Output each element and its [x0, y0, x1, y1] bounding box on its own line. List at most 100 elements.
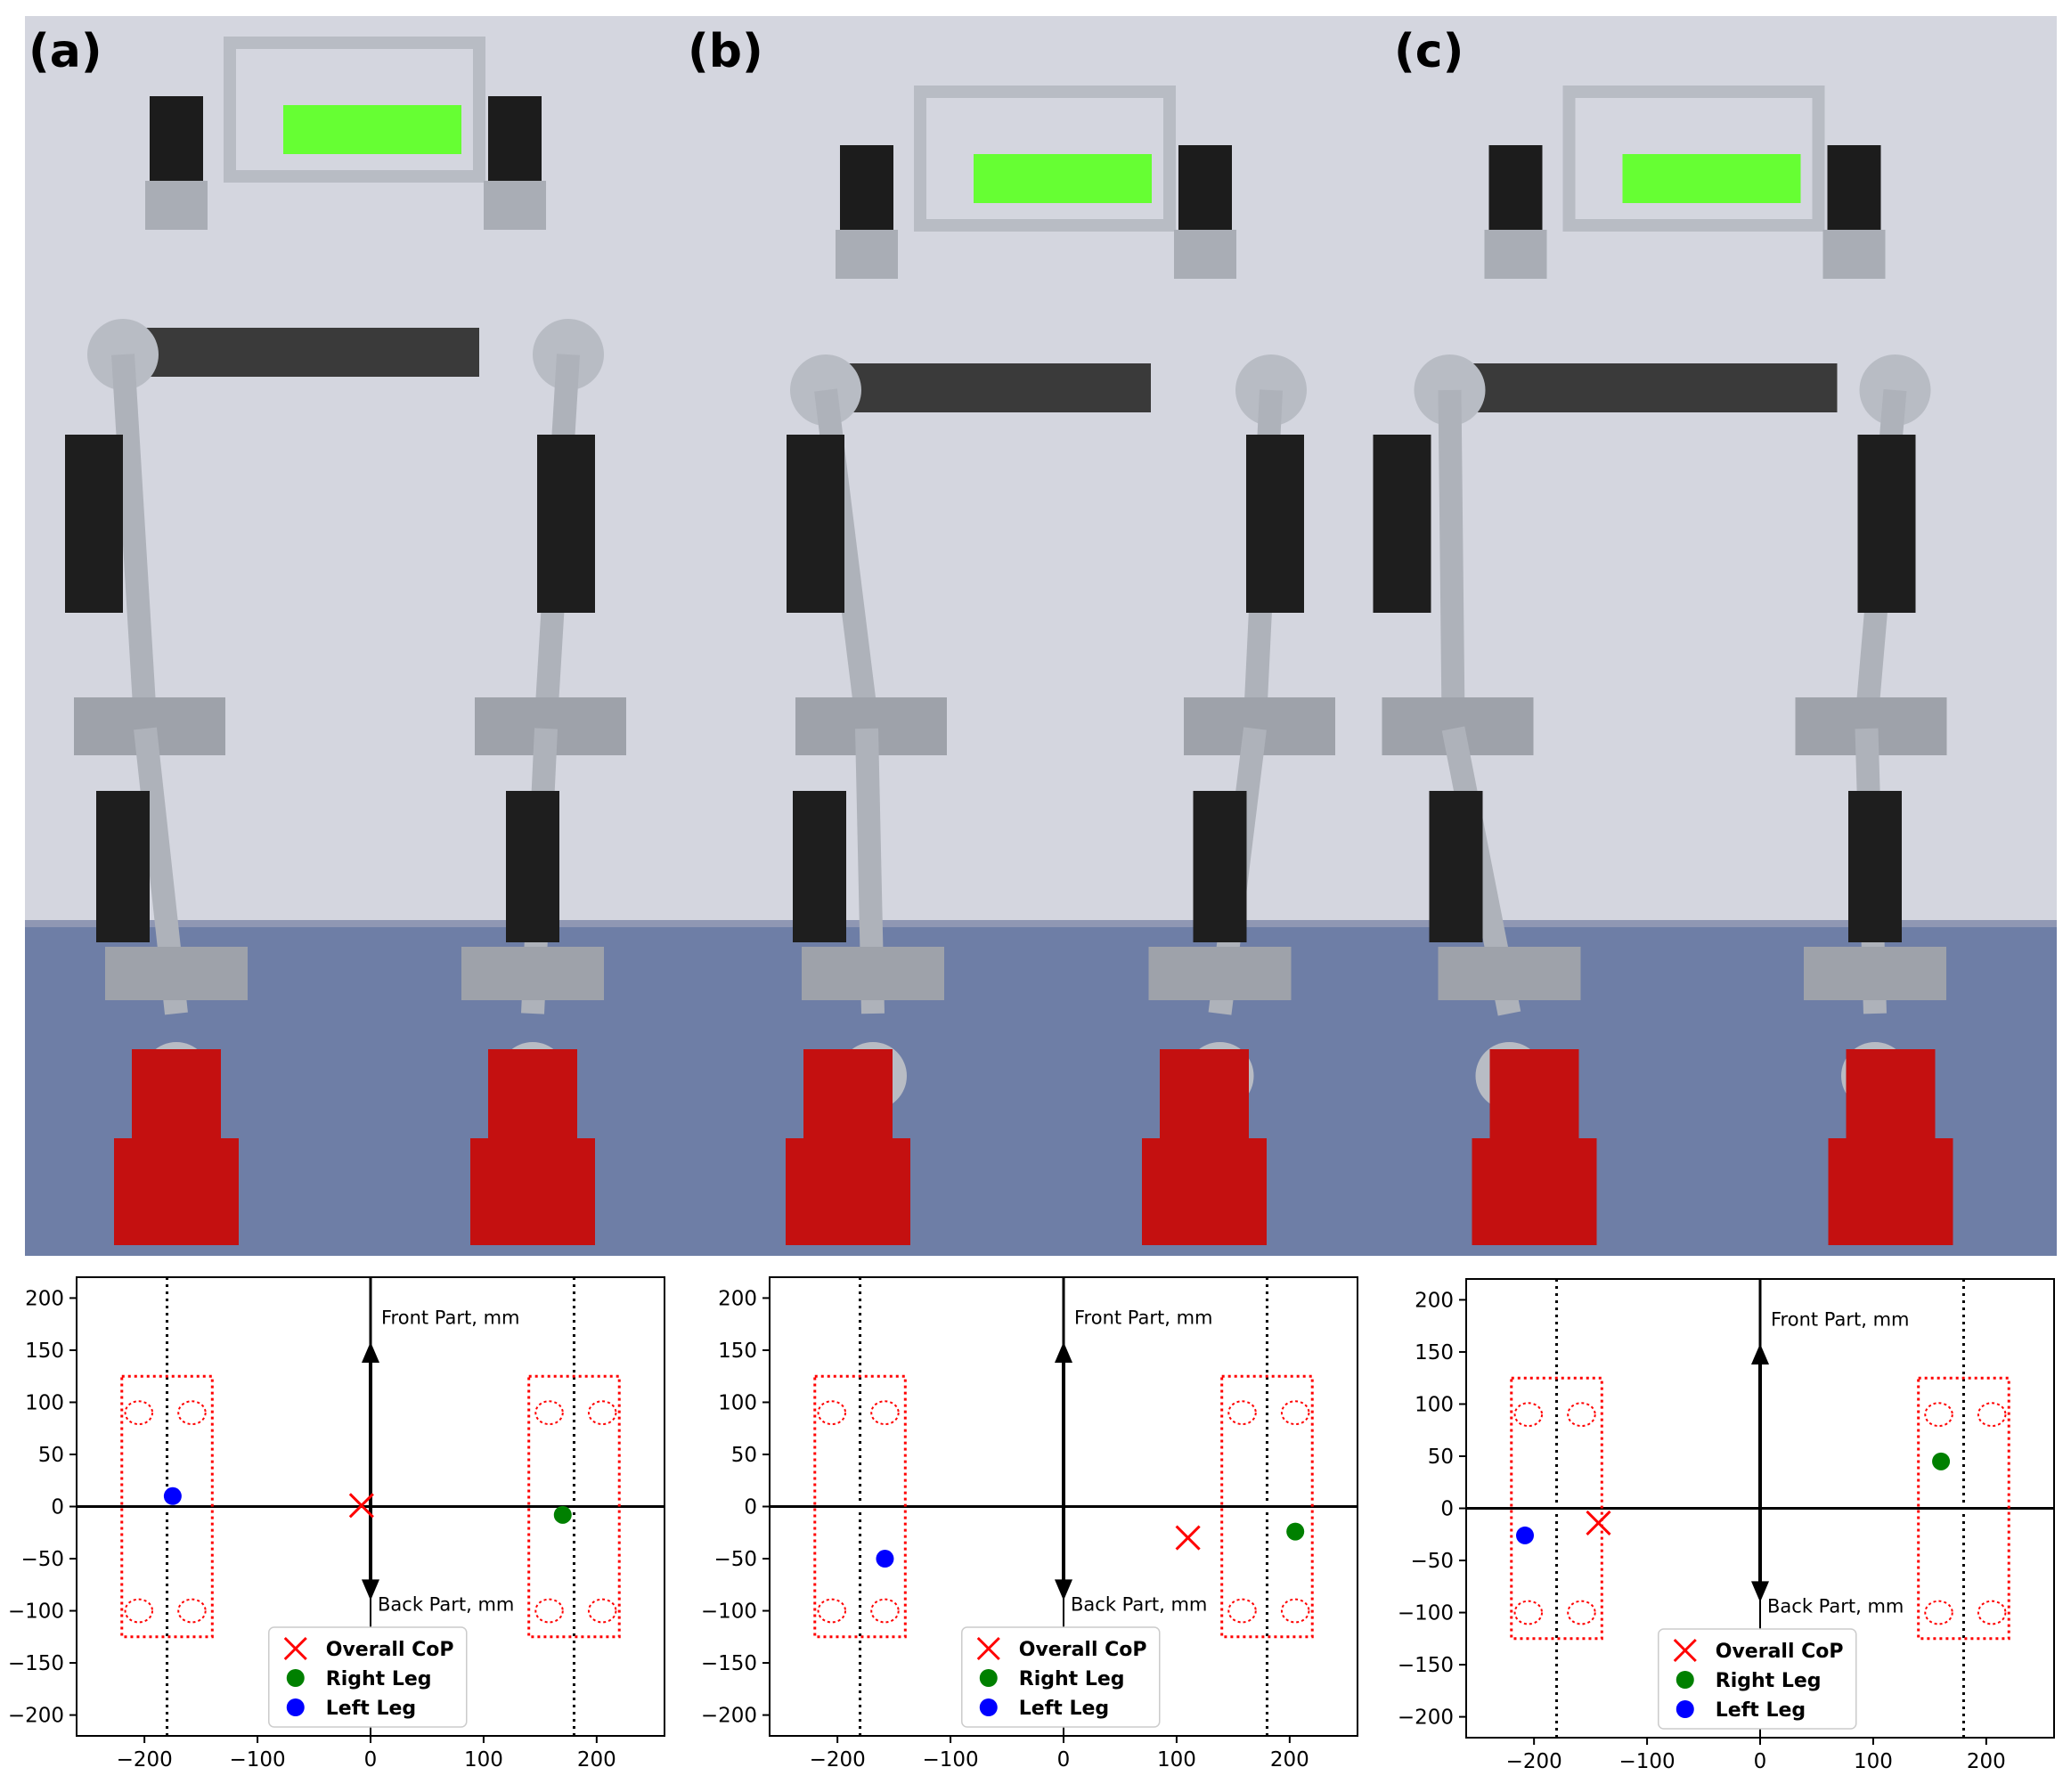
y-tick-label: 0: [1440, 1498, 1454, 1521]
front-part-label: Front Part, mm: [1771, 1309, 1910, 1331]
legend-cop-marker: [283, 1636, 307, 1661]
y-tick-label: −150: [8, 1652, 64, 1675]
panel-label-c: (c): [1394, 25, 1464, 78]
x-tick-label: −100: [1618, 1750, 1675, 1773]
y-tick-label: −100: [1398, 1602, 1454, 1625]
legend-right-label: Right Leg: [1019, 1668, 1125, 1690]
back-part-label: Back Part, mm: [1767, 1596, 1904, 1617]
legend-left-marker: [979, 1698, 998, 1716]
y-tick-label: −50: [20, 1548, 64, 1571]
legend-right-marker: [1676, 1671, 1694, 1689]
foot-outline: [1220, 1374, 1314, 1639]
legend-left-marker: [1676, 1700, 1694, 1718]
legend-box: [961, 1626, 1161, 1728]
hip-actuator: [1605, 363, 1838, 412]
y-tick-label: 150: [1415, 1341, 1454, 1364]
cop-stroke: [348, 1493, 374, 1519]
foot-sole: [786, 1138, 910, 1245]
hip-motor: [150, 96, 203, 181]
foot-outline: [813, 1374, 907, 1639]
foot-sole: [114, 1138, 239, 1245]
foot-sole: [470, 1138, 595, 1245]
x-tick-label: 200: [1967, 1750, 2006, 1773]
front-part-label: Front Part, mm: [1074, 1307, 1213, 1329]
shank-driver: [1193, 791, 1247, 942]
x-tick-label: 0: [1754, 1750, 1767, 1773]
cop-stroke: [1673, 1638, 1697, 1663]
shank-driver: [1429, 791, 1483, 942]
motor-driver: [537, 435, 595, 613]
x-tick-label: −200: [117, 1748, 173, 1772]
y-tick-label: −50: [713, 1548, 757, 1571]
legend-right-marker: [286, 1669, 305, 1687]
back-part-label: Back Part, mm: [378, 1594, 514, 1616]
left-leg-point: [1516, 1526, 1534, 1544]
battery-pack: [974, 154, 1152, 203]
x-tick-label: 0: [1057, 1748, 1071, 1772]
hip-motor: [1488, 145, 1543, 230]
thigh-link: [111, 354, 157, 721]
y-tick-label: 0: [744, 1496, 757, 1519]
photo-panel-b: [684, 16, 1368, 1256]
foot-outline: [120, 1374, 214, 1639]
ankle-actuator: [1804, 947, 1946, 1000]
cop-chart-c: −200 −100 0 100 200 −200 −150 −100 −50 0 50 100 150 2…: [1398, 1278, 2055, 1773]
cop-chart-a: −200 −100 0 100 200 −200 −150 −100 −50 0 50 100 150 2…: [8, 1276, 665, 1772]
foot-sole: [1142, 1138, 1267, 1245]
cop-stroke: [1586, 1510, 1611, 1535]
y-tick-label: 100: [1415, 1393, 1454, 1416]
panel-label-b: (b): [688, 25, 763, 78]
y-tick-label: 200: [25, 1287, 64, 1310]
shank-driver: [506, 791, 559, 942]
front-arrowhead: [1751, 1343, 1769, 1364]
hip-actuator: [919, 363, 1151, 412]
legend-cop-marker: [976, 1636, 1000, 1661]
hip-gearbox: [1484, 230, 1547, 279]
robot-photo-c: [1368, 16, 2057, 1256]
floor-edge: [25, 920, 684, 927]
x-tick-label: 200: [1270, 1748, 1309, 1772]
cop-stroke: [283, 1636, 307, 1661]
y-tick-label: −200: [1398, 1706, 1454, 1730]
shank-driver: [1848, 791, 1902, 942]
robot-photo-a: [25, 16, 684, 1256]
cop-plot-a: −200 −100 0 100 200 −200 −150 −100 −50 0 50 100 150 2…: [0, 1265, 677, 1790]
right-leg-point: [553, 1505, 572, 1524]
aluminium-frame: [1562, 86, 1825, 232]
foot-sole: [1828, 1138, 1953, 1245]
right-leg-point: [1932, 1452, 1951, 1470]
legend-box: [1658, 1628, 1857, 1730]
y-tick-label: 50: [731, 1444, 757, 1467]
y-tick-label: 100: [25, 1391, 64, 1414]
y-tick-label: −200: [8, 1705, 64, 1728]
legend-right-marker: [979, 1669, 998, 1687]
legend-cop-label: Overall CoP: [1716, 1641, 1844, 1663]
ankle-actuator: [461, 947, 604, 1000]
hip-gearbox: [1174, 230, 1236, 279]
overall-cop-marker: [348, 1493, 374, 1519]
motor-driver: [1373, 435, 1431, 613]
y-tick-label: 50: [38, 1444, 64, 1467]
hip-gearbox: [1822, 230, 1886, 279]
cop-chart-b: −200 −100 0 100 200 −200 −150 −100 −50 0 50 100 150 2…: [701, 1276, 1358, 1772]
hip-actuator: [248, 328, 479, 377]
legend-left-label: Left Leg: [1716, 1699, 1806, 1722]
legend-left-label: Left Leg: [326, 1698, 416, 1720]
y-tick-label: 0: [51, 1496, 64, 1519]
shank-driver: [96, 791, 150, 942]
foot-outline: [1510, 1376, 1603, 1641]
y-tick-label: −50: [1410, 1550, 1454, 1573]
robot-photo-b: [684, 16, 1368, 1256]
hip-gearbox: [836, 230, 898, 279]
x-tick-label: −100: [922, 1748, 978, 1772]
y-tick-label: 100: [718, 1391, 757, 1414]
battery-pack: [283, 105, 461, 154]
foot-outline: [1917, 1376, 2010, 1641]
legend-right-label: Right Leg: [1716, 1670, 1822, 1692]
ankle-actuator: [1148, 947, 1292, 1000]
ankle-actuator: [105, 947, 248, 1000]
front-arrowhead: [1055, 1341, 1072, 1363]
photo-panel-a: [25, 16, 684, 1256]
foot-outline: [527, 1374, 621, 1639]
y-tick-label: −200: [701, 1705, 757, 1728]
